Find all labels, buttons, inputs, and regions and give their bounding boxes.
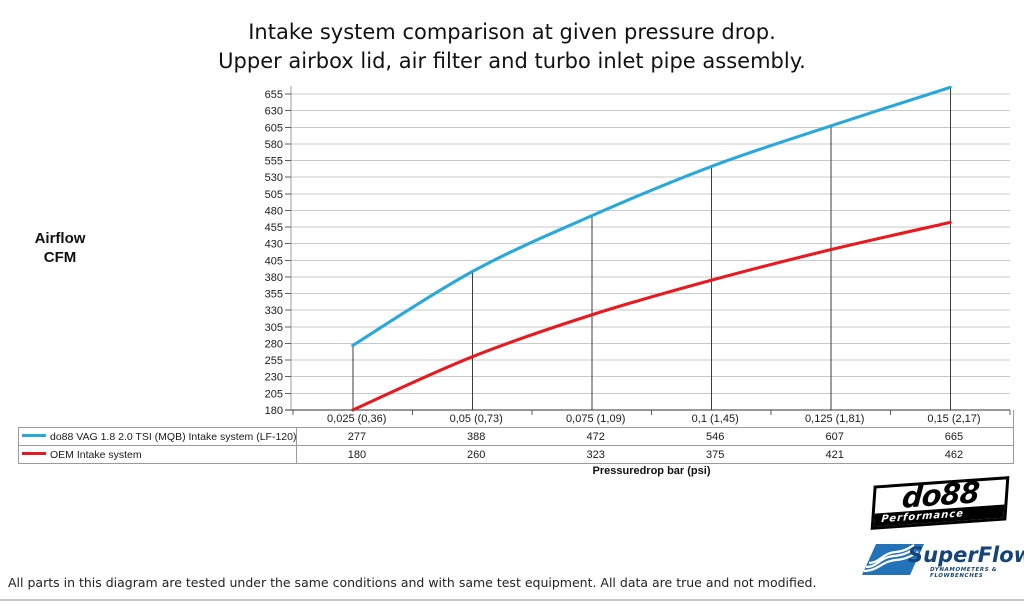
- table-row: OEM Intake system 180 260 323 375 421 462: [17, 445, 1015, 464]
- legend-cell: OEM Intake system: [17, 445, 298, 464]
- gridlines: [291, 93, 1010, 394]
- x-axis-label-cell: 0,15 (2,17): [894, 410, 1015, 428]
- x-axis-label-cell: 0,05 (0,73): [449, 412, 503, 425]
- y-tick-label: 455: [265, 222, 283, 234]
- y-tick-label: 655: [265, 89, 283, 101]
- value-cell: 375: [655, 445, 775, 464]
- y-tick-label: 280: [265, 338, 283, 350]
- y-tick-label: 505: [265, 189, 283, 201]
- bottom-divider: [0, 599, 1024, 601]
- chart-title: Intake system comparison at given pressu…: [0, 18, 1024, 76]
- value-cell: 323: [535, 445, 656, 464]
- y-tick-label: 530: [265, 172, 283, 184]
- y-tick-label: 180: [265, 405, 283, 417]
- drop-lines: [352, 87, 951, 410]
- y-tick-label: 355: [265, 289, 283, 301]
- value-cell: 462: [894, 445, 1015, 464]
- value-cell: 277: [296, 427, 417, 446]
- y-tick-label: 605: [265, 122, 283, 134]
- x-axis-label-cell: 0,075 (1,09): [566, 412, 626, 425]
- y-tick-label: 630: [265, 106, 283, 118]
- legend-cell: do88 VAG 1.8 2.0 TSI (MQB) Intake system…: [17, 427, 298, 446]
- series-line-oem: [351, 220, 952, 412]
- chart-title-line2: Upper airbox lid, air filter and turbo i…: [218, 49, 806, 73]
- superflow-logo: SuperFlow™ DYNAMOMETERS & FLOWBENCHES: [856, 540, 1024, 580]
- y-tick-labels: 180 205 230 255 280 305 330 355 380 405 430 455 480 5…: [265, 89, 283, 417]
- legend-swatch: [22, 434, 46, 438]
- value-cell: 421: [774, 445, 895, 464]
- table-row: do88 VAG 1.8 2.0 TSI (MQB) Intake system…: [17, 427, 1015, 446]
- x-axis-label-row: 0,025 (0,36) 0,05 (0,73) 0,075 (1,09) 0,1 (…: [19, 410, 1015, 428]
- y-axis-title: Airflow CFM: [12, 229, 108, 267]
- value-cell: 665: [894, 427, 1015, 446]
- y-tick-label: 330: [265, 305, 283, 317]
- chart-title-line1: Intake system comparison at given pressu…: [248, 20, 776, 44]
- y-tick-label: 555: [265, 156, 283, 168]
- y-tick-label: 480: [265, 205, 283, 217]
- value-cell: 607: [774, 427, 895, 446]
- footer-disclaimer: All parts in this diagram are tested und…: [8, 575, 817, 590]
- x-axis-label-cell: 0,025 (0,36): [327, 412, 387, 425]
- x-axis-label-cell: 0,125 (1,81): [805, 412, 865, 425]
- value-cell: 472: [535, 427, 656, 446]
- value-cell: 388: [416, 427, 536, 446]
- legend-swatch: [22, 452, 46, 456]
- value-cell: 180: [296, 445, 417, 464]
- value-cell: 260: [416, 445, 536, 464]
- y-tick-label: 205: [265, 388, 283, 400]
- y-tick-label: 580: [265, 139, 283, 151]
- series-line-do88: [351, 85, 952, 348]
- y-tick-label: 230: [265, 372, 283, 384]
- y-tick-label: 405: [265, 255, 283, 267]
- y-tick-label: 255: [265, 355, 283, 367]
- x-axis-title: Pressuredrop bar (psi): [592, 465, 711, 477]
- value-cell: 546: [655, 427, 775, 446]
- y-tick-label: 430: [265, 239, 283, 251]
- y-axis-title-line2: CFM: [43, 249, 77, 266]
- legend-label: OEM Intake system: [50, 448, 142, 461]
- y-tick-label: 380: [265, 272, 283, 284]
- x-axis-label-cell: 0,1 (1,45): [691, 412, 739, 425]
- superflow-swoosh-icon: [862, 544, 924, 575]
- superflow-wordmark: SuperFlow: [908, 543, 1024, 567]
- y-tick-label: 305: [265, 322, 283, 334]
- legend-label: do88 VAG 1.8 2.0 TSI (MQB) Intake system…: [50, 430, 297, 443]
- superflow-tagline: DYNAMOMETERS & FLOWBENCHES: [930, 567, 998, 579]
- corner-cell: [19, 410, 297, 428]
- superflow-logo-text: SuperFlow™: [908, 543, 1024, 567]
- axes: [285, 86, 1011, 415]
- data-table: 0,025 (0,36) 0,05 (0,73) 0,075 (1,09) 0,1 (…: [17, 410, 1015, 464]
- y-axis-title-line1: Airflow: [34, 230, 86, 247]
